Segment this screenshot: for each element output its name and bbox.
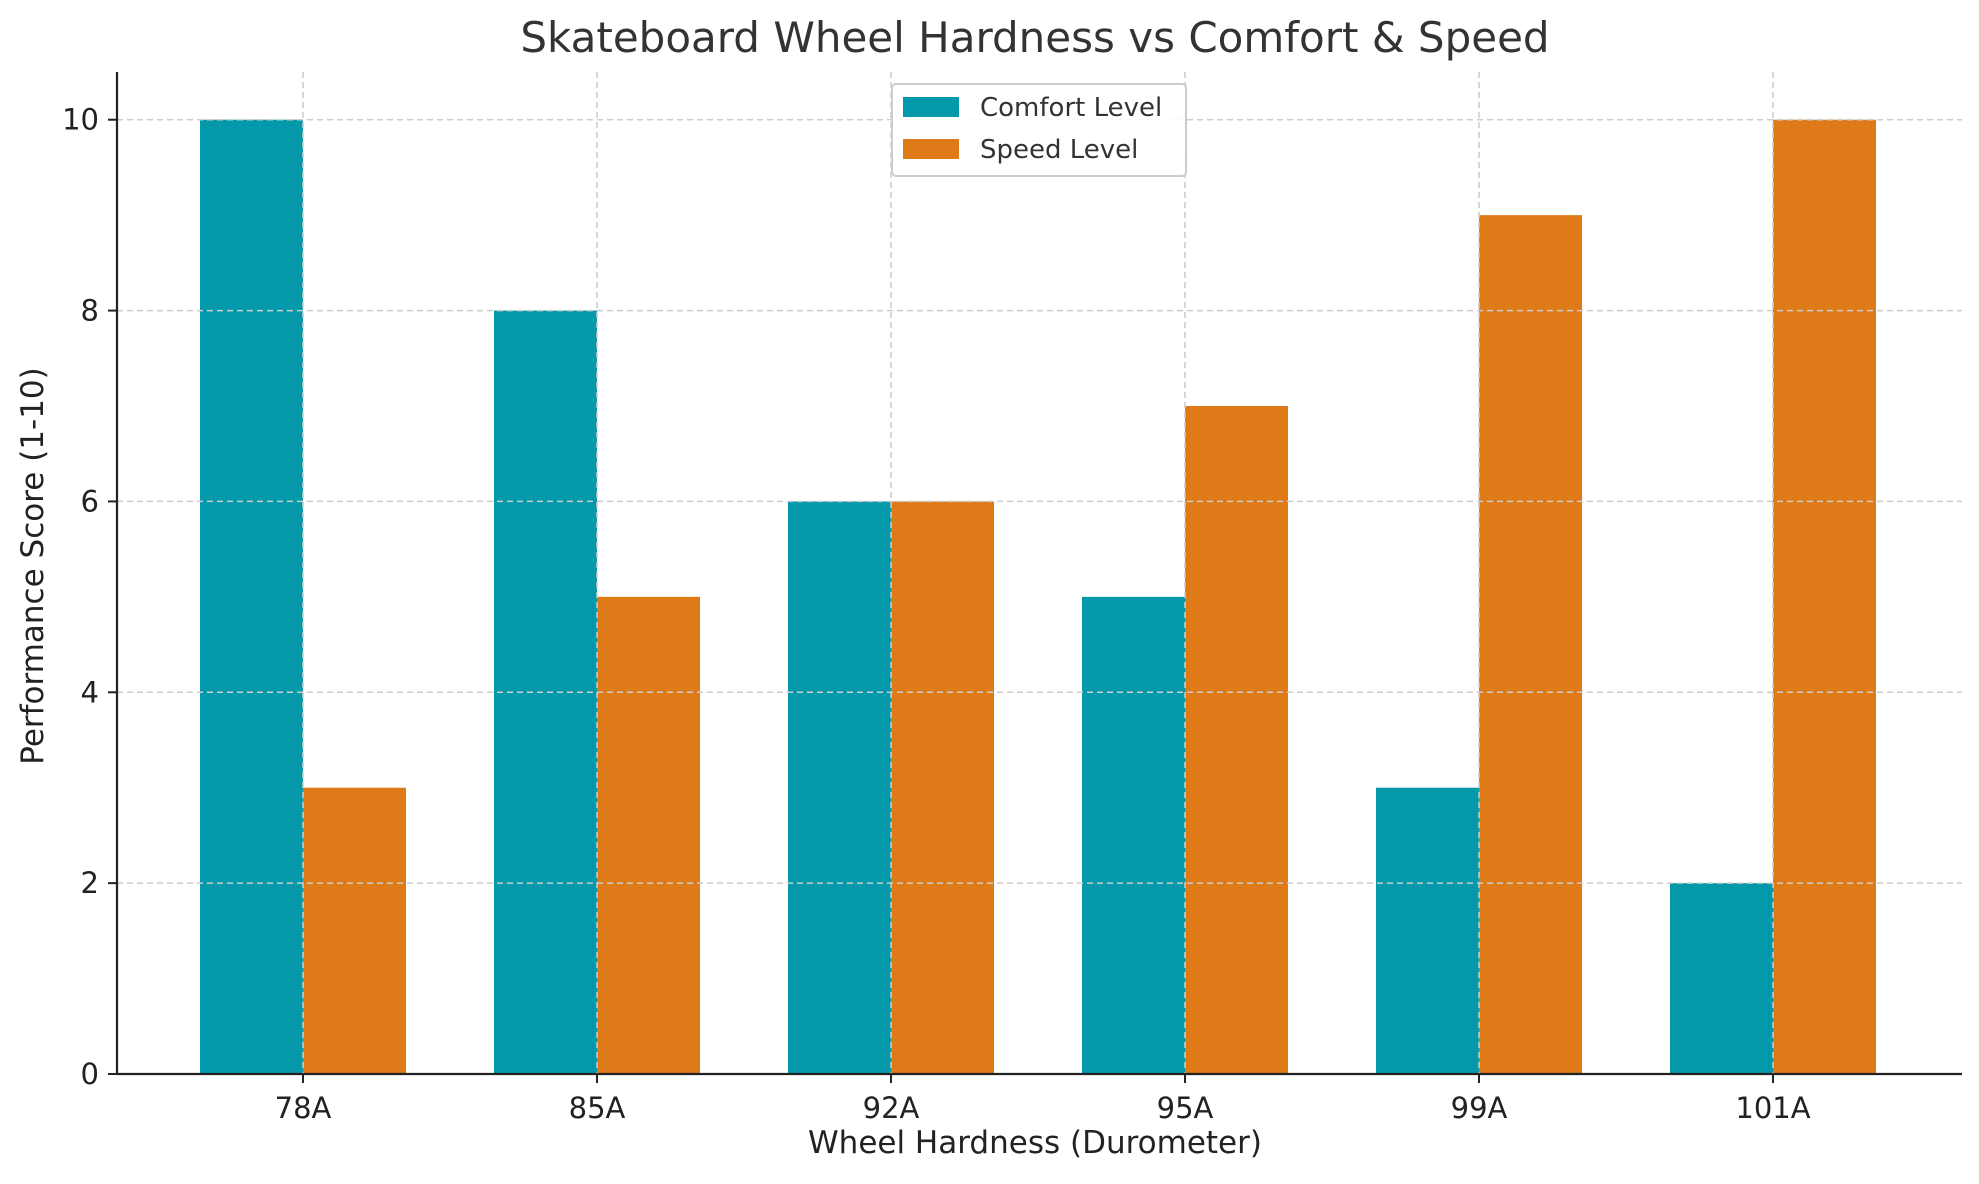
bar-speed: [1185, 406, 1288, 1074]
y-tick-label: 8: [81, 294, 99, 328]
x-tick-label: 85A: [569, 1091, 626, 1125]
axes: [115, 72, 1962, 1076]
legend-swatch-comfort: [903, 97, 959, 117]
x-tick-label: 78A: [275, 1091, 332, 1125]
x-tick-label: 101A: [1735, 1091, 1810, 1125]
bar-comfort: [788, 501, 891, 1074]
chart-title: Skateboard Wheel Hardness vs Comfort & S…: [520, 13, 1549, 62]
y-tick-label: 4: [81, 675, 99, 709]
tick-labels: 0 2 4 6 8 10 78A 85A 92A 95A 99A 101A: [62, 103, 1811, 1125]
legend-box: [891, 83, 1187, 177]
bar-speed: [303, 787, 406, 1074]
x-tick-label: 95A: [1157, 1091, 1214, 1125]
bar-comfort: [1082, 596, 1185, 1074]
bar-comfort: [200, 119, 303, 1074]
bar-comfort: [1376, 787, 1479, 1074]
x-axis-label: Wheel Hardness (Durometer): [808, 1125, 1262, 1161]
y-tick-label: 10: [62, 103, 99, 137]
y-tick-label: 0: [81, 1057, 99, 1091]
y-tick-label: 6: [81, 484, 99, 518]
bar-speed: [1773, 119, 1876, 1074]
y-tick-label: 2: [81, 866, 99, 900]
legend-swatch-speed: [903, 139, 959, 159]
legend: Comfort Level Speed Level: [891, 83, 1187, 177]
legend-label-comfort: Comfort Level: [980, 93, 1162, 123]
bars: [200, 119, 1876, 1075]
bar-comfort: [1670, 883, 1773, 1074]
bar-speed: [597, 596, 700, 1074]
bar-speed: [1479, 215, 1582, 1075]
y-axis-label: Performance Score (1-10): [15, 367, 51, 765]
grid-lines: [117, 72, 1962, 1074]
x-tick-label: 99A: [1451, 1091, 1508, 1125]
x-tick-label: 92A: [863, 1091, 920, 1125]
bar-speed: [891, 501, 994, 1074]
legend-label-speed: Speed Level: [980, 135, 1138, 165]
